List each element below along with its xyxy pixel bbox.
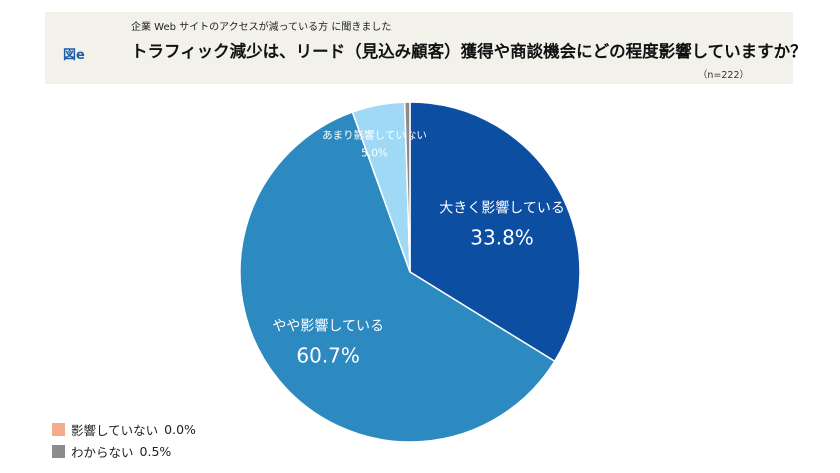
- legend-swatch: [52, 445, 65, 458]
- legend-value: 0.0%: [164, 422, 196, 437]
- legend-item-unknown: わからない 0.5%: [52, 442, 171, 461]
- legend-item-no-impact: 影響していない 0.0%: [52, 420, 196, 439]
- pie-slice: [239, 111, 556, 443]
- slice-value: 60.7%: [296, 343, 360, 367]
- legend-swatch: [52, 423, 65, 436]
- slice-label: 大きく影響している: [439, 200, 565, 217]
- figure-label: 図e: [63, 48, 85, 63]
- chart-subtitle: 企業 Web サイトのアクセスが減っている方 に聞きました: [131, 22, 392, 33]
- sample-size: （n=222）: [697, 70, 749, 81]
- pie-slice: [409, 101, 581, 363]
- slice-value: 5.0%: [361, 147, 388, 159]
- pie-slice: [403, 101, 411, 273]
- chart-header: 図e 企業 Web サイトのアクセスが減っている方 に聞きました トラフィック減…: [45, 12, 807, 84]
- slice-label: やや影響している: [272, 317, 384, 334]
- slice-value: 33.8%: [470, 226, 534, 250]
- legend-value: 0.5%: [139, 444, 172, 459]
- chart-title: トラフィック減少は、リード（見込み顧客）獲得や商談機会にどの程度影響していますか…: [131, 42, 807, 61]
- legend-label: わからない: [71, 445, 134, 460]
- slice-label: あまり影響していない: [322, 128, 427, 141]
- legend-label: 影響していない: [71, 423, 159, 438]
